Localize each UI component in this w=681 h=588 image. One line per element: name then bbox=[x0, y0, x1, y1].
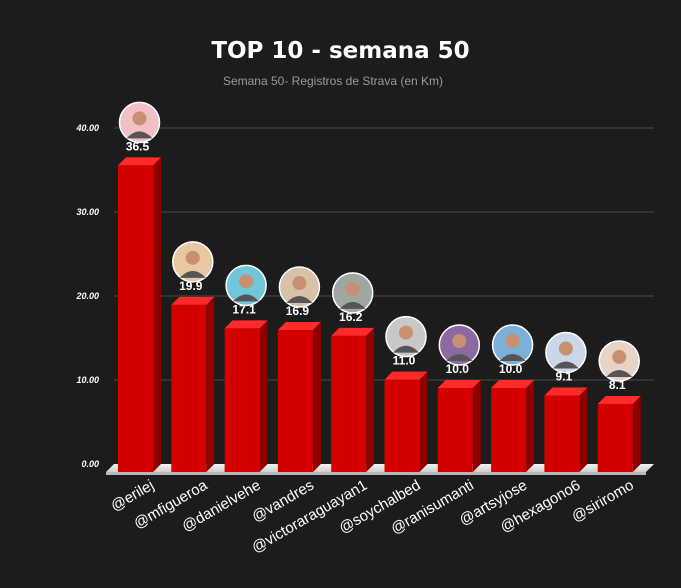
data-labels: 36.5 19.9 17.1 16.9 16.2 11.0 10.0 10.0 9.1 8.1 bbox=[126, 139, 626, 392]
bar-side bbox=[312, 322, 321, 472]
bar-mfigueroa bbox=[171, 296, 215, 472]
data-label: 10.0 bbox=[499, 362, 523, 376]
bar-front bbox=[437, 388, 473, 472]
avatar-icon bbox=[438, 324, 481, 366]
bar-top bbox=[331, 327, 375, 336]
bar-top bbox=[597, 395, 641, 404]
bar-top bbox=[491, 380, 535, 388]
bar-hexagono6 bbox=[544, 387, 588, 472]
avatar-icon bbox=[545, 331, 587, 374]
y-tick-label: 0.00 bbox=[81, 459, 99, 469]
data-label: 8.1 bbox=[609, 378, 626, 392]
avatar-icon bbox=[331, 272, 374, 314]
bar-side bbox=[419, 371, 428, 472]
data-label: 11.0 bbox=[393, 354, 416, 368]
bar-front bbox=[224, 328, 260, 472]
bar-top bbox=[118, 157, 161, 166]
bar-side bbox=[366, 327, 375, 472]
chart-subtitle: Semana 50- Registros de Strava (en Km) bbox=[222, 74, 444, 88]
bar-top bbox=[224, 320, 268, 329]
bar-top bbox=[544, 387, 588, 396]
bar-side bbox=[472, 380, 481, 472]
data-label: 10.0 bbox=[446, 362, 470, 376]
bar-danielvehe bbox=[224, 320, 268, 472]
chart-floor-edge bbox=[106, 472, 646, 475]
bar-erilej bbox=[118, 157, 161, 472]
avatar-icon bbox=[491, 324, 534, 366]
data-label: 16.2 bbox=[339, 310, 363, 324]
bar-artsyjose bbox=[491, 380, 535, 472]
avatar-icon bbox=[225, 264, 267, 307]
bar-side bbox=[206, 296, 215, 472]
bar-side bbox=[259, 320, 268, 472]
bar-ranisumanti bbox=[437, 380, 481, 472]
y-tick-label: 10.00 bbox=[76, 375, 99, 385]
bar-siriromo bbox=[597, 395, 641, 472]
bar-soychalbed bbox=[384, 371, 428, 472]
avatar-icon bbox=[278, 266, 321, 308]
data-label: 36.5 bbox=[126, 139, 150, 153]
bar-front bbox=[331, 335, 367, 472]
x-axis-labels: @erilej@mfigueroa@danielvehe@vandres@vic… bbox=[108, 476, 637, 556]
bar-victoraraguayan1 bbox=[331, 327, 375, 472]
avatar-icon bbox=[118, 101, 161, 144]
bar-front bbox=[277, 330, 313, 472]
data-label: 19.9 bbox=[179, 279, 203, 293]
bar-vandres bbox=[277, 322, 321, 472]
y-tick-label: 30.00 bbox=[76, 207, 99, 217]
bar-top bbox=[171, 296, 215, 305]
bar-side bbox=[153, 157, 161, 472]
y-tick-label: 20.00 bbox=[75, 291, 99, 301]
avatar-icon bbox=[172, 241, 214, 283]
data-label: 9.1 bbox=[556, 370, 573, 384]
chart-title: TOP 10 - semana 50 bbox=[211, 38, 470, 64]
avatar-icon bbox=[598, 340, 640, 382]
bars bbox=[118, 157, 641, 472]
bar-side bbox=[579, 387, 588, 472]
bar-side bbox=[526, 380, 535, 472]
data-label: 17.1 bbox=[232, 302, 256, 316]
bar-front bbox=[171, 304, 207, 472]
bar-top bbox=[437, 380, 481, 388]
bar-front bbox=[118, 165, 153, 472]
bar-top bbox=[277, 322, 321, 331]
bar-side bbox=[632, 395, 641, 472]
y-axis-ticks: 0.00 10.00 20.00 30.00 40.00 bbox=[75, 123, 99, 469]
y-tick-label: 40.00 bbox=[75, 123, 99, 133]
bar-top bbox=[384, 371, 428, 380]
bar-front bbox=[544, 395, 580, 472]
avatars bbox=[118, 101, 640, 382]
avatar-icon bbox=[385, 315, 427, 358]
bar-front bbox=[384, 379, 420, 472]
bar-front bbox=[597, 403, 633, 472]
bar-front bbox=[491, 388, 527, 472]
data-label: 16.9 bbox=[286, 304, 310, 318]
